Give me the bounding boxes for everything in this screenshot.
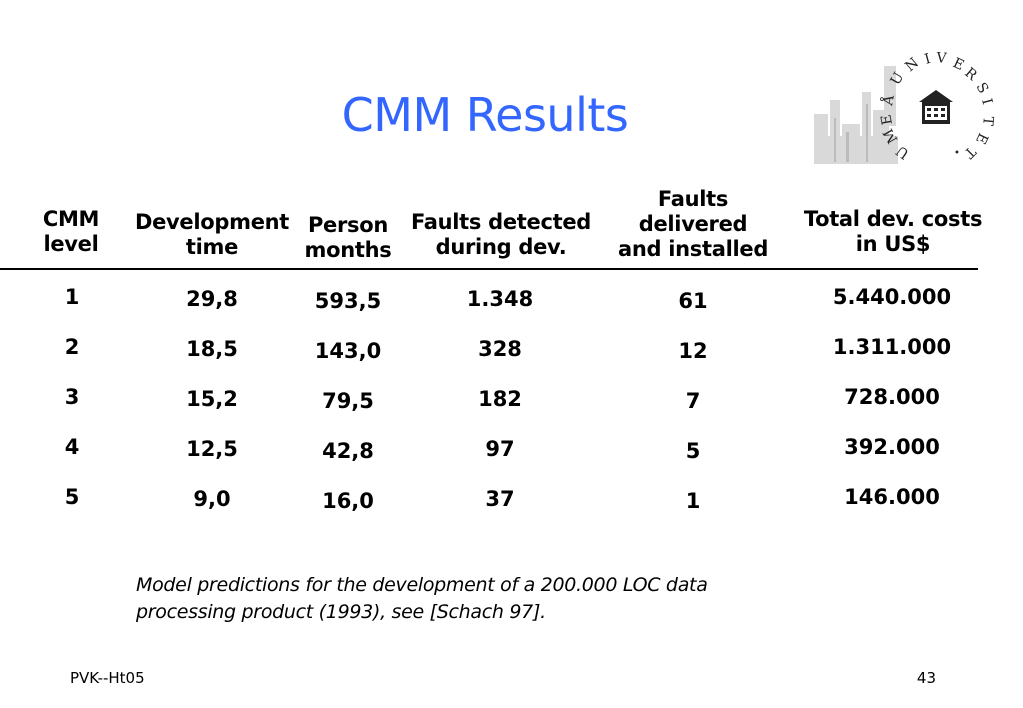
cell-development-time: 15,2 — [186, 387, 238, 411]
cell-cmm-level: 2 — [64, 335, 80, 359]
svg-text:T: T — [979, 116, 996, 127]
cell-total-dev-costs: 146.000 — [844, 485, 940, 509]
cell-faults-detected: 97 — [485, 437, 515, 461]
svg-text:N: N — [902, 55, 922, 75]
header-development-time: Development time — [134, 210, 290, 259]
svg-text:T: T — [960, 143, 978, 161]
header-faults-detected: Faults detected during dev. — [410, 210, 592, 259]
caption-line: Model predictions for the development of… — [136, 574, 708, 596]
umea-universitet-logo: U N I V E R S I T E T Å E M U • — [814, 52, 996, 164]
cell-faults-delivered: 1 — [685, 489, 701, 513]
header-cmm-level: CMM level — [42, 207, 100, 256]
cell-person-months: 143,0 — [314, 339, 382, 363]
svg-text:M: M — [880, 126, 901, 146]
svg-text:I: I — [923, 52, 932, 68]
cell-faults-detected: 182 — [478, 387, 522, 411]
page-title: CMM Results — [341, 88, 629, 142]
cell-development-time: 29,8 — [186, 287, 238, 311]
cell-person-months: 79,5 — [322, 389, 374, 413]
cell-development-time: 18,5 — [186, 337, 238, 361]
cell-faults-detected: 328 — [478, 337, 522, 361]
svg-text:E: E — [878, 113, 896, 126]
cell-faults-delivered: 12 — [678, 339, 708, 363]
cell-faults-detected: 1.348 — [466, 287, 534, 311]
cell-faults-delivered: 7 — [685, 389, 701, 413]
cell-cmm-level: 4 — [64, 435, 80, 459]
cell-total-dev-costs: 5.440.000 — [832, 285, 952, 309]
cell-development-time: 9,0 — [193, 487, 231, 511]
svg-text:I: I — [978, 97, 995, 106]
cell-development-time: 12,5 — [186, 437, 238, 461]
cell-faults-delivered: 61 — [678, 289, 708, 313]
svg-text:S: S — [973, 80, 992, 96]
cell-total-dev-costs: 728.000 — [844, 385, 940, 409]
svg-text:E: E — [950, 55, 966, 74]
cell-total-dev-costs: 1.311.000 — [832, 335, 952, 359]
header-total-dev-costs: Total dev. costs in US$ — [803, 207, 983, 256]
table-caption: Model predictions for the development of… — [136, 572, 836, 626]
footer-course-code: PVK--Ht05 — [70, 669, 145, 687]
slide-number: 43 — [916, 669, 936, 687]
cell-person-months: 42,8 — [322, 439, 374, 463]
svg-text:•: • — [954, 148, 960, 159]
header-faults-delivered: Faults delivered and installed — [617, 187, 769, 261]
cell-person-months: 593,5 — [314, 289, 382, 313]
header-person-months: Person months — [304, 213, 392, 262]
cell-person-months: 16,0 — [322, 489, 374, 513]
svg-text:Å: Å — [878, 93, 898, 108]
cell-cmm-level: 5 — [64, 485, 80, 509]
caption-line: processing product (1993), see [Schach 9… — [136, 601, 546, 623]
cell-cmm-level: 3 — [64, 385, 80, 409]
svg-text:E: E — [972, 130, 991, 146]
cell-cmm-level: 1 — [64, 285, 80, 309]
cell-faults-delivered: 5 — [685, 439, 701, 463]
svg-text:V: V — [935, 52, 948, 67]
cell-faults-detected: 37 — [485, 487, 515, 511]
cell-total-dev-costs: 392.000 — [844, 435, 940, 459]
svg-text:R: R — [961, 65, 980, 84]
table-header-divider — [0, 268, 978, 270]
